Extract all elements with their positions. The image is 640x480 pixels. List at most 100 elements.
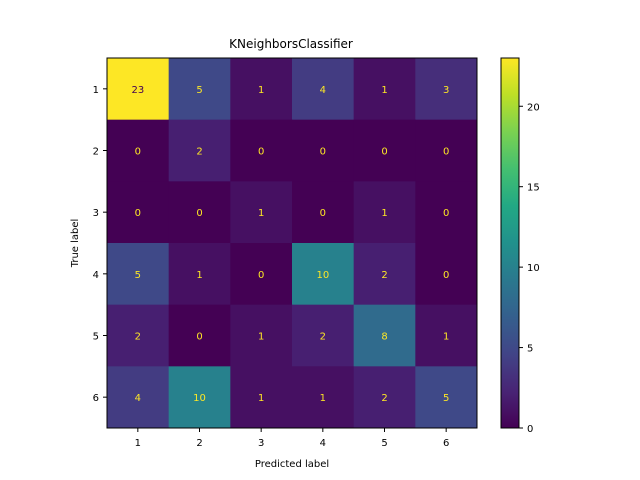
heatmap-cell xyxy=(107,366,170,429)
cell-value-label: 0 xyxy=(381,147,387,158)
heatmap-cell xyxy=(168,243,231,306)
x-axis: 1 2 3 4 5 6 xyxy=(135,428,449,449)
heatmap-cell xyxy=(230,366,293,429)
cell-value-label: 8 xyxy=(381,332,387,343)
cell-value-label: 0 xyxy=(443,147,449,158)
cell-value-label: 5 xyxy=(443,393,449,404)
heatmap-cell xyxy=(415,304,478,367)
y-tick-label: 5 xyxy=(93,332,99,343)
chart-title: KNeighborsClassifier xyxy=(229,37,353,51)
x-tick-label: 4 xyxy=(320,438,326,449)
heatmap-cell xyxy=(168,181,231,244)
cell-value-label: 10 xyxy=(316,270,329,281)
cell-value-label: 0 xyxy=(320,147,326,158)
heatmap-cells xyxy=(107,58,478,429)
y-tick-label: 4 xyxy=(93,270,99,281)
heatmap-cell xyxy=(292,304,355,367)
cell-value-label: 1 xyxy=(381,85,387,96)
cell-value-label: 5 xyxy=(135,270,141,281)
cell-value-label: 1 xyxy=(258,85,264,96)
heatmap-cell xyxy=(168,58,231,121)
cell-value-label: 0 xyxy=(258,270,264,281)
heatmap-cell xyxy=(107,181,170,244)
heatmap-cell xyxy=(353,366,416,429)
cell-value-label: 1 xyxy=(196,270,202,281)
cell-value-label: 23 xyxy=(131,85,144,96)
heatmap-cell xyxy=(415,181,478,244)
heatmap-cell xyxy=(230,58,293,121)
heatmap-cell xyxy=(292,119,355,182)
heatmap-cell xyxy=(230,304,293,367)
heatmap-cell xyxy=(353,181,416,244)
heatmap-cell xyxy=(292,243,355,306)
heatmap-cell xyxy=(230,181,293,244)
cell-value-label: 2 xyxy=(135,332,141,343)
cell-value-label: 0 xyxy=(258,147,264,158)
cell-value-label: 1 xyxy=(258,332,264,343)
colorbar-tick-label: 0 xyxy=(527,424,533,435)
cell-value-label: 1 xyxy=(381,208,387,219)
y-tick-label: 6 xyxy=(93,393,99,404)
heatmap-cell xyxy=(292,58,355,121)
y-axis: 1 2 3 4 5 6 xyxy=(93,85,107,404)
heatmap-cell xyxy=(415,243,478,306)
heatmap-cell xyxy=(107,119,170,182)
cell-value-label: 0 xyxy=(320,208,326,219)
y-tick-label: 1 xyxy=(93,85,99,96)
cell-value-label: 0 xyxy=(135,147,141,158)
y-tick-label: 2 xyxy=(93,147,99,158)
cell-value-label: 0 xyxy=(196,208,202,219)
colorbar-tick-label: 15 xyxy=(527,183,540,194)
heatmap-cell xyxy=(415,58,478,121)
cell-value-label: 1 xyxy=(320,393,326,404)
cell-value-label: 0 xyxy=(196,332,202,343)
x-tick-label: 1 xyxy=(135,438,141,449)
colorbar-tick-label: 20 xyxy=(527,102,540,113)
cell-value-label: 1 xyxy=(258,393,264,404)
cell-value-label: 2 xyxy=(196,147,202,158)
cell-value-label: 4 xyxy=(320,85,326,96)
cell-value-label: 1 xyxy=(258,208,264,219)
colorbar-tick-label: 5 xyxy=(527,344,533,355)
heatmap-cell xyxy=(107,58,170,121)
heatmap-cell xyxy=(168,119,231,182)
y-axis-label: True label xyxy=(70,219,81,269)
heatmap-cell xyxy=(292,366,355,429)
cell-value-label: 5 xyxy=(196,85,202,96)
colorbar xyxy=(500,57,520,429)
y-tick-label: 3 xyxy=(93,208,99,219)
heatmap-cell xyxy=(230,243,293,306)
heatmap-cell xyxy=(107,243,170,306)
heatmap-cell xyxy=(292,181,355,244)
heatmap-cell-labels: 23 5 1 4 1 30 2 0 0 0 00 0 1 0 1 05 1 0 10 2 02 0 1 2 8 14 10 1 1 2 5 xyxy=(131,85,449,404)
x-tick-label: 5 xyxy=(381,438,387,449)
heatmap-cell xyxy=(353,243,416,306)
heatmap-cell xyxy=(230,119,293,182)
cell-value-label: 1 xyxy=(443,332,449,343)
cell-value-label: 3 xyxy=(443,85,449,96)
heatmap-cell xyxy=(353,119,416,182)
heatmap-cell xyxy=(415,119,478,182)
x-tick-label: 3 xyxy=(258,438,264,449)
cell-value-label: 0 xyxy=(135,208,141,219)
cell-value-label: 0 xyxy=(443,208,449,219)
cell-value-label: 2 xyxy=(381,393,387,404)
heatmap-cell xyxy=(107,304,170,367)
plot-frame xyxy=(106,57,478,429)
heatmap-cell xyxy=(353,304,416,367)
cell-value-label: 10 xyxy=(193,393,206,404)
colorbar-ticks: 0 5 10 15 20 xyxy=(519,102,540,435)
x-tick-label: 6 xyxy=(443,438,449,449)
cell-value-label: 2 xyxy=(320,332,326,343)
colorbar-tick-label: 10 xyxy=(527,263,540,274)
x-axis-label: Predicted label xyxy=(255,459,329,470)
heatmap-cell xyxy=(168,366,231,429)
cell-value-label: 0 xyxy=(443,270,449,281)
heatmap-cell xyxy=(415,366,478,429)
heatmap-cell xyxy=(168,304,231,367)
cell-value-label: 2 xyxy=(381,270,387,281)
heatmap-cell xyxy=(353,58,416,121)
x-tick-label: 2 xyxy=(196,438,202,449)
cell-value-label: 4 xyxy=(135,393,141,404)
